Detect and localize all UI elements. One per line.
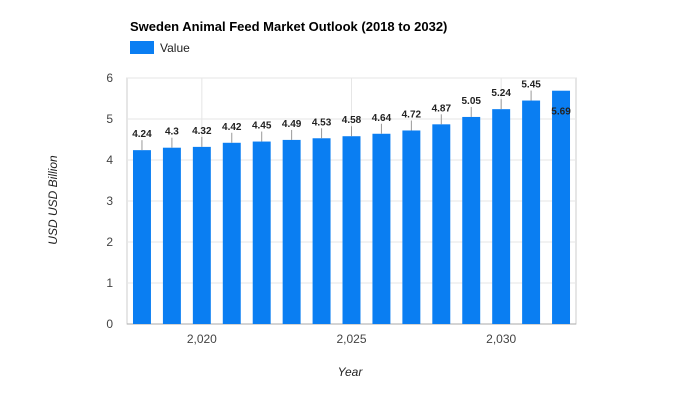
bar-2029 — [462, 116, 481, 324]
x-axis-label: Year — [338, 365, 364, 379]
y-tick-label: 3 — [106, 194, 113, 208]
x-axis-ticks: 2,020 2,025 2,030 — [187, 332, 517, 346]
bar-2030 — [492, 109, 511, 324]
data-label-2024: 4.53 — [312, 117, 332, 128]
bar-2020 — [192, 146, 211, 324]
y-tick-label: 2 — [106, 235, 113, 249]
bar-2026 — [372, 133, 391, 324]
data-label-2027: 4.72 — [402, 109, 422, 120]
bar-2025 — [342, 136, 361, 324]
bar-2021 — [222, 142, 241, 324]
data-label-2028: 4.87 — [432, 103, 452, 114]
data-label-2022: 4.45 — [252, 121, 272, 132]
bar-2024 — [312, 138, 331, 324]
bar-2018 — [132, 150, 151, 324]
x-tick-label: 2,020 — [187, 332, 217, 346]
bar-2019 — [162, 147, 181, 324]
bar-2022 — [252, 141, 271, 324]
y-tick-label: 4 — [106, 153, 113, 167]
data-label-2019: 4.3 — [165, 127, 179, 138]
data-label-2029: 5.05 — [461, 96, 481, 107]
y-axis-label: USD USD Billion — [46, 155, 60, 245]
bar-2032 — [552, 90, 571, 325]
bar-2023 — [282, 139, 301, 324]
legend: Value — [130, 41, 190, 55]
legend-label-value: Value — [160, 41, 190, 55]
data-label-2020: 4.32 — [192, 126, 212, 137]
data-label-2026: 4.64 — [372, 113, 392, 124]
chart-title: Sweden Animal Feed Market Outlook (2018 … — [130, 19, 447, 34]
bars — [132, 90, 571, 325]
legend-swatch — [130, 41, 154, 54]
y-tick-label: 1 — [106, 276, 113, 290]
y-tick-label: 5 — [106, 112, 113, 126]
y-tick-label: 0 — [106, 317, 113, 331]
data-label-2032: 5.69 — [551, 107, 571, 118]
data-labels: 4.24 4.3 4.32 4.42 4.45 4.49 4.53 4.58 4.64 4.72 4… — [132, 80, 571, 151]
data-label-2023: 4.49 — [282, 119, 302, 130]
data-label-2031: 5.45 — [521, 80, 541, 91]
y-tick-label: 6 — [106, 71, 113, 85]
data-label-2021: 4.42 — [222, 122, 242, 133]
x-tick-label: 2,030 — [486, 332, 516, 346]
y-axis-ticks: 0 1 2 3 4 5 6 — [106, 71, 113, 331]
data-label-2030: 5.24 — [491, 88, 511, 99]
bar-2031 — [522, 100, 541, 324]
data-label-2025: 4.58 — [342, 115, 362, 126]
x-tick-label: 2,025 — [336, 332, 366, 346]
bar-2028 — [432, 124, 451, 324]
data-label-2018: 4.24 — [132, 129, 152, 140]
bar-2027 — [402, 130, 421, 324]
